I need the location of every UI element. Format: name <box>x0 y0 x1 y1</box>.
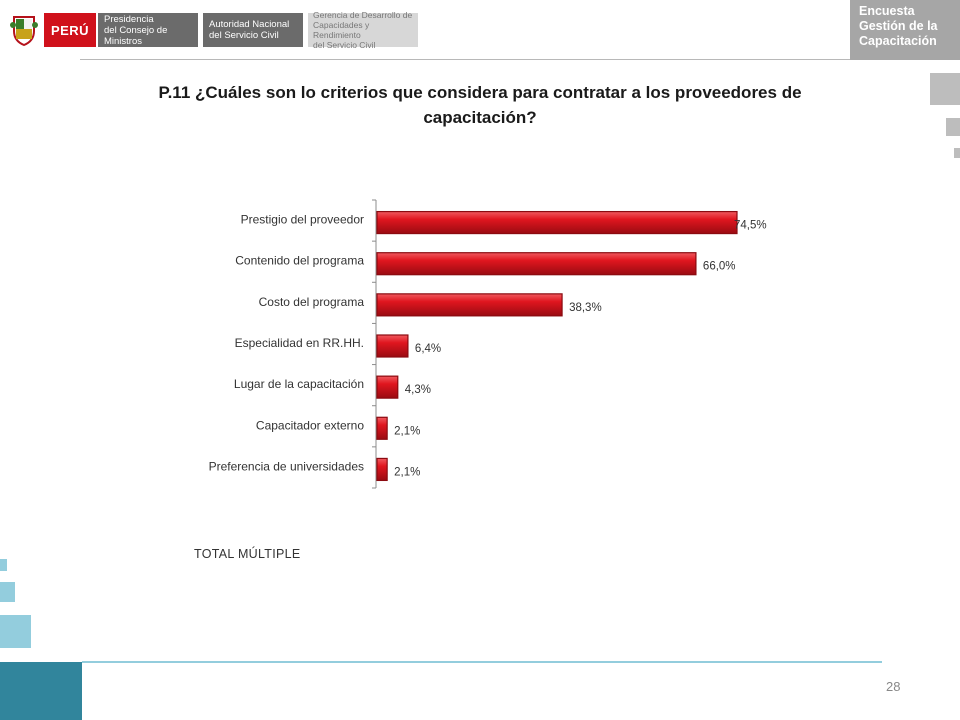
chart-note: TOTAL MÚLTIPLE <box>194 547 301 561</box>
data-label: 2,1% <box>394 425 420 437</box>
footer-divider <box>82 661 882 663</box>
decor-square <box>0 615 31 648</box>
page-title: P.11 ¿Cuáles son lo criterios que consid… <box>158 83 802 127</box>
category-label: Preferencia de universidades <box>209 459 364 473</box>
data-label: 74,5% <box>734 220 767 232</box>
survey-badge: Encuesta Gestión de la Capacitación <box>850 0 960 60</box>
pcm-logo: Presidencia del Consejo de Ministros <box>98 13 198 47</box>
bar <box>376 416 388 440</box>
decor-square <box>954 148 960 158</box>
category-label: Especialidad en RR.HH. <box>235 336 364 350</box>
category-label: Lugar de la capacitación <box>234 377 364 391</box>
category-label: Prestigio del proveedor <box>241 213 364 227</box>
page-number: 28 <box>886 679 901 694</box>
header-divider <box>80 59 850 60</box>
decor-square <box>930 73 960 105</box>
coat-of-arms-icon <box>10 16 38 47</box>
data-label: 66,0% <box>703 261 736 273</box>
decor-square <box>946 118 960 136</box>
bar <box>376 334 409 358</box>
category-label: Capacitador externo <box>256 418 364 432</box>
category-label: Contenido del programa <box>235 254 364 268</box>
data-label: 38,3% <box>569 302 602 314</box>
header-logos: PERÚ Presidencia del Consejo de Ministro… <box>10 10 418 50</box>
peru-logo: PERÚ <box>44 13 96 47</box>
decor-square <box>0 582 15 602</box>
bar <box>376 210 738 235</box>
category-label: Costo del programa <box>259 295 365 309</box>
servir-logo: Autoridad Nacional del Servicio Civil <box>203 13 303 47</box>
decor-square <box>0 559 7 571</box>
bar <box>376 375 399 399</box>
gerencia-logo: Gerencia de Desarrollo de Capacidades y … <box>308 10 418 50</box>
data-label: 4,3% <box>405 384 431 396</box>
data-label: 6,4% <box>415 343 441 355</box>
bar <box>376 293 563 317</box>
data-label: 2,1% <box>394 466 420 478</box>
footer-accent <box>0 662 82 720</box>
bar <box>376 457 388 482</box>
bar <box>376 252 697 276</box>
